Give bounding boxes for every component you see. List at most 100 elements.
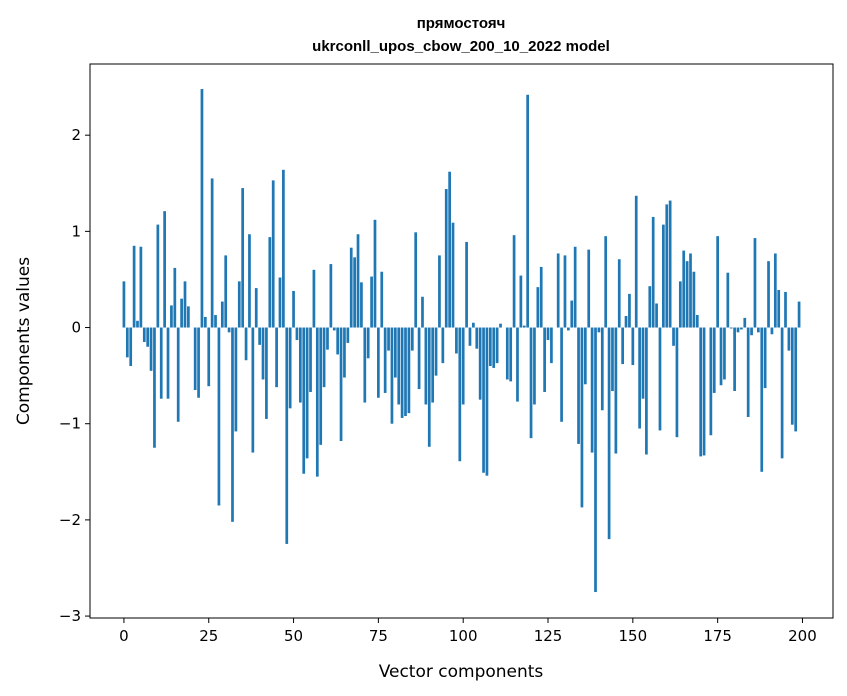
bar	[220, 301, 224, 328]
bar	[292, 290, 295, 328]
x-tick-label: 0	[119, 627, 129, 645]
bar	[740, 327, 743, 330]
bar	[560, 327, 563, 422]
bar	[129, 327, 133, 366]
bar	[139, 246, 143, 328]
bar	[780, 327, 784, 459]
bar	[326, 327, 329, 350]
bar	[597, 327, 601, 333]
x-tick-label: 25	[199, 627, 218, 645]
y-axis-ticks: −3 −2 −1 0 1 2	[59, 126, 90, 625]
x-tick-label: 50	[284, 627, 303, 645]
bar	[529, 327, 533, 439]
y-tick-label: 2	[71, 126, 81, 144]
bar	[173, 267, 177, 328]
bar	[180, 298, 183, 328]
bar	[356, 234, 360, 328]
bar	[767, 261, 770, 328]
bar	[387, 327, 390, 351]
bar	[729, 327, 733, 329]
x-tick-label: 150	[619, 627, 648, 645]
bar	[617, 259, 621, 328]
bar	[136, 320, 139, 328]
bar	[244, 327, 248, 361]
bar	[142, 327, 146, 342]
bar	[366, 327, 370, 359]
bar	[607, 327, 611, 540]
bar	[665, 204, 669, 328]
bar	[655, 303, 658, 328]
bar	[431, 327, 435, 403]
bar	[590, 327, 594, 453]
bar	[214, 315, 217, 328]
bar	[183, 281, 187, 328]
bar	[723, 327, 726, 380]
bar	[488, 327, 492, 366]
bar	[258, 327, 261, 345]
bar	[750, 327, 753, 336]
x-axis-ticks: 0 25 50 75 100 125 150 175 200	[119, 618, 817, 645]
bar	[231, 327, 234, 522]
bar	[200, 89, 204, 328]
bar	[614, 327, 618, 454]
bar	[499, 323, 502, 328]
bar	[305, 327, 309, 459]
bar	[624, 315, 628, 328]
bar	[733, 327, 736, 392]
bar	[678, 281, 682, 328]
x-tick-label: 100	[449, 627, 478, 645]
bar	[651, 216, 655, 328]
bar	[383, 327, 387, 393]
y-tick-label: −3	[59, 607, 81, 625]
bar	[709, 327, 713, 436]
bar	[583, 327, 587, 385]
bar	[282, 169, 285, 328]
bar	[600, 327, 604, 411]
bar	[332, 327, 336, 331]
bar	[753, 238, 757, 328]
bar	[363, 327, 367, 403]
bar	[346, 327, 350, 343]
y-tick-label: 0	[71, 319, 81, 337]
bar	[417, 327, 421, 390]
bar	[170, 305, 173, 328]
bar	[302, 327, 306, 474]
bar	[475, 327, 479, 349]
bar	[628, 293, 631, 328]
bar	[794, 327, 798, 432]
bar	[237, 281, 241, 328]
bar	[641, 327, 645, 399]
bar	[187, 306, 190, 328]
x-tick-label: 125	[534, 627, 563, 645]
bar	[685, 261, 689, 328]
bar	[567, 327, 570, 331]
bar	[465, 241, 468, 328]
bar	[757, 327, 760, 333]
bar	[339, 327, 343, 442]
bar	[784, 291, 787, 328]
bar	[604, 236, 608, 328]
bar	[298, 327, 302, 403]
bar	[248, 234, 251, 328]
bar	[309, 327, 312, 392]
bar	[797, 301, 801, 328]
bar	[438, 255, 441, 328]
bar	[261, 327, 265, 380]
bar	[207, 327, 211, 387]
bar	[536, 287, 540, 328]
bar	[377, 327, 380, 398]
bar	[288, 327, 292, 409]
bar	[695, 315, 699, 328]
y-axis-label: Components values	[14, 257, 34, 425]
bar	[668, 200, 672, 328]
bar	[224, 255, 228, 328]
bar	[265, 327, 268, 419]
bar	[611, 327, 614, 392]
bar	[451, 222, 455, 328]
bar-series	[122, 89, 801, 593]
bar	[482, 327, 485, 473]
bar	[217, 327, 221, 506]
bar	[315, 327, 319, 477]
plot-frame	[89, 63, 834, 619]
